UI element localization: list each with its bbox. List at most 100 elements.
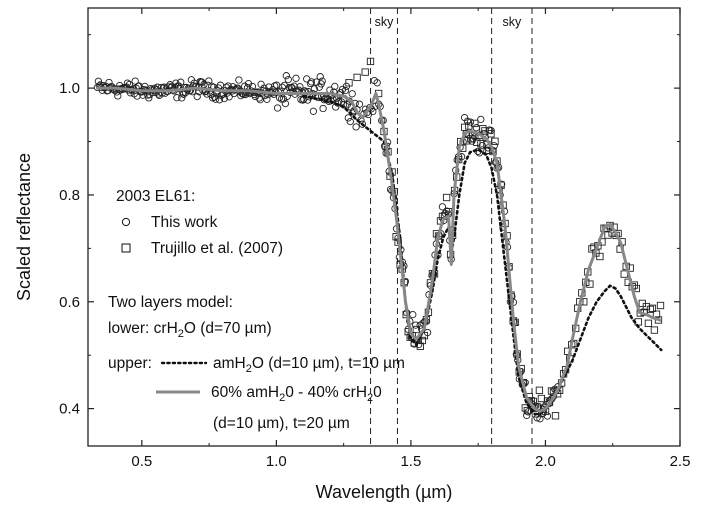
y-tick-label: 0.4	[59, 401, 80, 418]
x-axis-label: Wavelength (µm)	[316, 482, 453, 502]
data-point-circle	[316, 73, 324, 81]
data-point-circle	[318, 77, 326, 85]
data-point-circle	[177, 78, 185, 86]
sky-bands-layer: sky sky	[370, 8, 533, 446]
data-point-circle	[466, 118, 475, 126]
data-point-square	[461, 123, 469, 131]
data-point-circle	[125, 80, 134, 89]
data-point-circle	[477, 115, 485, 124]
data-point-circle	[355, 100, 364, 108]
data-point-square	[648, 304, 657, 312]
data-point-square	[463, 137, 471, 145]
data-point-square	[551, 412, 560, 420]
data-point-circle	[178, 94, 186, 102]
legend-mix-subscript-2: 2	[367, 392, 373, 404]
data-point-circle	[215, 96, 224, 104]
data-point-circle	[281, 99, 290, 108]
data-point-square	[620, 270, 628, 278]
legend-upper-subscript: 2	[246, 363, 252, 375]
model-line-solid	[96, 86, 662, 413]
data-point-circle	[358, 120, 367, 128]
data-point-circle	[348, 90, 356, 98]
data-point-circle	[282, 72, 290, 80]
legend-mix-line2: (d=10 µm), t=20 µm	[213, 415, 350, 432]
data-point-circle	[309, 107, 318, 115]
data-point-circle	[344, 114, 352, 122]
model-lines-layer	[96, 86, 663, 416]
data-point-circle	[123, 79, 132, 87]
data-point-circle	[331, 82, 339, 91]
data-point-circle	[193, 92, 201, 101]
legend-trujillo-label: Trujillo et al. (2007)	[151, 240, 283, 257]
data-point-square	[412, 325, 420, 334]
data-point-circle	[288, 84, 296, 92]
x-tick-label: 1.5	[400, 453, 421, 470]
y-tick-label: 0.6	[59, 294, 80, 311]
data-point-circle	[280, 81, 289, 90]
legend-lower-layer: lower: crH2O (d=70 µm)	[108, 320, 272, 340]
data-point-circle	[263, 95, 271, 103]
data-point-circle	[346, 117, 354, 126]
data-point-square	[473, 138, 481, 146]
legend-mix-label-b: 0 - 40% crH	[285, 384, 367, 401]
y-tick-label: 1.0	[59, 80, 80, 97]
data-point-square	[644, 319, 653, 327]
data-point-circle	[198, 78, 206, 86]
data-point-square	[353, 73, 361, 82]
sky-band-label: sky	[502, 15, 522, 29]
plot-frame	[87, 7, 681, 447]
data-point-square	[596, 252, 604, 261]
legend: 2003 EL61: This work Trujillo et al. (20…	[108, 188, 405, 432]
data-point-circle	[211, 95, 220, 103]
y-tick-label: 0.8	[59, 187, 80, 204]
data-point-square	[521, 404, 529, 412]
data-point-circle	[235, 76, 243, 84]
legend-lower-subscript: 2	[178, 328, 184, 340]
x-tick-label: 2.0	[535, 453, 556, 470]
data-point-circle	[472, 124, 481, 132]
data-point-square	[650, 326, 659, 334]
legend-lower-suffix: O (d=70 µm)	[184, 320, 272, 337]
data-point-circle	[412, 321, 420, 329]
legend-model-title: Two layers model:	[108, 294, 233, 311]
data-point-circle	[536, 415, 544, 423]
data-point-square	[604, 231, 612, 239]
data-point-circle	[369, 107, 377, 116]
data-point-circle	[341, 86, 350, 95]
legend-upper-label-b: O (d=10 µm), t=10 µm	[252, 355, 405, 372]
data-point-circle	[438, 203, 447, 211]
data-point-circle	[352, 123, 360, 131]
legend-mix-subscript-1: 2	[279, 392, 285, 404]
data-point-circle	[273, 104, 282, 112]
data-point-square	[416, 342, 424, 350]
data-point-circle	[173, 94, 181, 102]
sky-band-label: sky	[375, 15, 395, 29]
data-point-circle	[543, 412, 552, 420]
data-point-square	[471, 119, 479, 128]
data-point-circle	[285, 83, 293, 92]
data-point-circle	[343, 101, 351, 109]
x-tick-label: 2.5	[670, 453, 691, 470]
x-tick-label: 0.5	[131, 453, 152, 470]
legend-circle-marker	[121, 217, 131, 227]
data-point-circle	[114, 92, 122, 100]
legend-mix-label-a: 60% amH	[211, 384, 279, 401]
data-point-square	[479, 125, 487, 133]
data-point-square	[491, 137, 499, 145]
legend-object-title: 2003 EL61:	[116, 188, 195, 205]
data-point-circle	[277, 95, 286, 103]
y-axis-label: Scaled reflectance	[14, 153, 34, 301]
legend-upper-layer: amH2O (d=10 µm), t=10 µm	[213, 355, 405, 375]
data-point-circle	[284, 75, 292, 84]
legend-square-marker	[121, 243, 131, 253]
data-point-square	[345, 79, 353, 87]
axis-ticks-layer: 0.5 1.0 1.5 2.0 2.5 0.4 0.6 0.8 1.0	[59, 8, 690, 470]
data-point-circle	[94, 77, 103, 85]
legend-upper-prefix: upper:	[108, 355, 152, 372]
data-point-circle	[409, 310, 417, 319]
data-point-square	[442, 193, 451, 202]
data-point-square	[487, 130, 495, 138]
data-point-circle	[307, 78, 316, 86]
data-point-square	[537, 394, 546, 403]
